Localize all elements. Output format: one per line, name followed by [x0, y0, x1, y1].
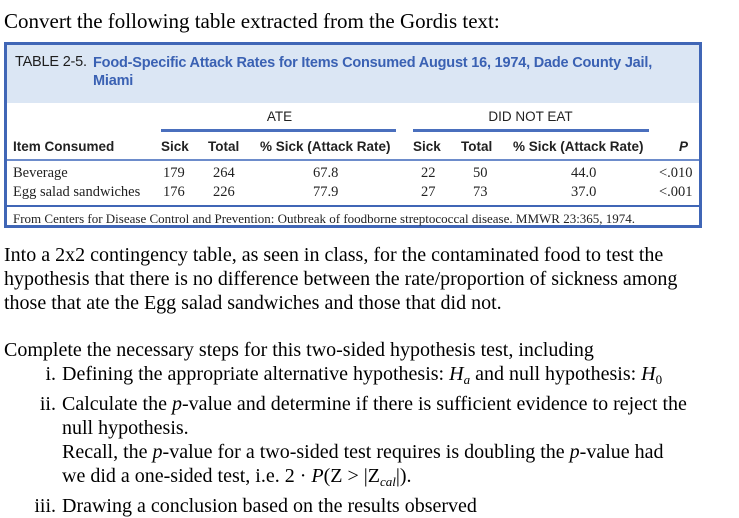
paragraph-line-1: Into a 2x2 contingency table, as seen in…: [4, 244, 664, 266]
row-egg-salad-dne-rate: 37.0: [571, 184, 597, 200]
h-null-symbol: H: [641, 363, 656, 385]
h-alt-symbol: H: [449, 363, 464, 385]
paragraph-line-2: hypothesis that there is no difference b…: [4, 268, 678, 290]
table-caption: TABLE 2-5. Food-Specific Attack Rates fo…: [7, 45, 699, 103]
row-egg-salad-dne-total: 73: [473, 184, 488, 200]
step-ii-recall-line-1: Recall, the p-value for a two-sided test…: [62, 441, 664, 463]
step-i-number: i.: [45, 363, 56, 385]
row-egg-salad-p: <.001: [659, 184, 693, 200]
row-egg-salad-ate-rate: 77.9: [313, 184, 339, 200]
row-egg-salad-ate-total: 226: [213, 184, 235, 200]
row-beverage-ate-total: 264: [213, 165, 235, 181]
col-ate-sick: Sick: [161, 139, 189, 154]
food-attack-rate-table: TABLE 2-5. Food-Specific Attack Rates fo…: [4, 42, 702, 228]
row-beverage-ate-sick: 179: [163, 165, 185, 181]
step-ii-line-2: null hypothesis.: [62, 417, 189, 439]
step-i: i. Defining the appropriate alternative h…: [4, 362, 687, 392]
col-ate-total: Total: [208, 139, 240, 154]
step-ii-recall-line-2: we did a one-sided test, i.e. 2 · P(Z > …: [62, 465, 412, 489]
col-dne-total: Total: [461, 139, 493, 154]
col-p-value: P: [679, 139, 689, 154]
col-item-consumed: Item Consumed: [13, 139, 115, 154]
table-label: TABLE 2-5.: [15, 54, 87, 70]
group-header-did-not-eat: DID NOT EAT: [488, 109, 573, 124]
steps-lead: Complete the necessary steps for this tw…: [4, 339, 594, 361]
step-ii: ii. Calculate the p-value and determine i…: [4, 392, 687, 416]
table-title: Food-Specific Attack Rates for Items Con…: [93, 55, 653, 89]
paragraph-line-3: those that ate the Egg salad sandwiches …: [4, 292, 502, 314]
group-header-ate: ATE: [266, 109, 293, 124]
row-egg-salad-dne-sick: 27: [421, 184, 436, 200]
row-beverage-dne-rate: 44.0: [571, 165, 597, 181]
row-beverage-item: Beverage: [13, 165, 68, 181]
header-separator: [7, 159, 699, 161]
group-underline-ate: [161, 129, 396, 132]
row-beverage-dne-sick: 22: [421, 165, 436, 181]
col-dne-rate: % Sick (Attack Rate): [513, 139, 644, 154]
row-egg-salad-ate-sick: 176: [163, 184, 185, 200]
intro-text: Convert the following table extracted fr…: [4, 9, 500, 33]
table-footnote: From Centers for Disease Control and Pre…: [13, 211, 636, 226]
step-iii-number: iii.: [34, 495, 56, 517]
row-beverage-p: <.010: [659, 165, 693, 181]
col-dne-sick: Sick: [413, 139, 441, 154]
col-ate-rate: % Sick (Attack Rate): [260, 139, 391, 154]
group-underline-did-not-eat: [413, 129, 649, 132]
step-iii: iii. Drawing a conclusion based on the re…: [4, 494, 687, 518]
footnote-separator: [7, 205, 699, 207]
step-ii-number: ii.: [39, 393, 56, 415]
row-egg-salad-item: Egg salad sandwiches: [13, 184, 141, 200]
row-beverage-ate-rate: 67.8: [313, 165, 339, 181]
row-beverage-dne-total: 50: [473, 165, 488, 181]
steps-list: Complete the necessary steps for this tw…: [4, 338, 687, 518]
